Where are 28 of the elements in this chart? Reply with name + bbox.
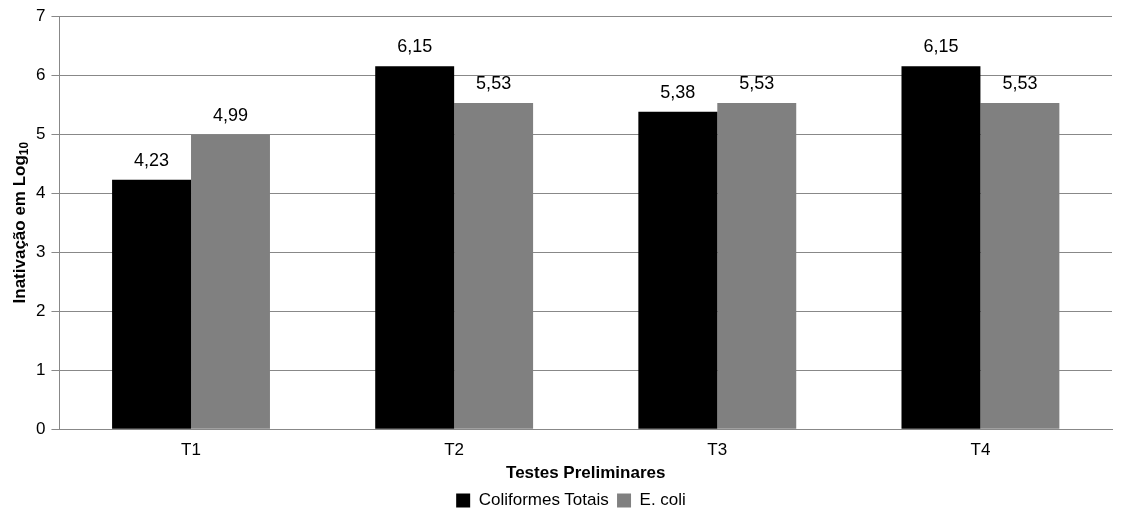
data-label: 4,23 [134, 149, 170, 170]
y-tick-label: 3 [35, 241, 46, 261]
bar [638, 111, 718, 429]
x-axis-title: Testes Preliminares [506, 463, 666, 483]
x-tick-label: T3 [707, 440, 728, 460]
bar [901, 66, 981, 429]
y-axis-title: Inativação em Log10 [9, 141, 32, 304]
data-label: 5,38 [660, 81, 696, 102]
data-label: 5,53 [739, 72, 775, 93]
y-tick-label: 2 [35, 300, 46, 320]
y-tick-label: 0 [35, 418, 46, 438]
legend-label: E. coli [639, 490, 686, 510]
data-label: 6,15 [923, 36, 959, 57]
bar [112, 179, 192, 429]
y-tick-label: 6 [35, 64, 46, 84]
y-tick-label: 7 [35, 5, 46, 25]
x-tick-label: T4 [970, 440, 991, 460]
x-tick-label: T2 [444, 440, 465, 460]
y-tick-label: 5 [35, 123, 46, 143]
x-tick-label: T1 [181, 440, 201, 460]
data-label: 4,99 [212, 104, 249, 125]
y-tick-label: 1 [35, 359, 46, 379]
data-label: 5,53 [476, 72, 512, 93]
data-label: 6,15 [397, 36, 433, 57]
legend-label: Coliformes Totais [478, 490, 609, 510]
data-label: 5,53 [1002, 72, 1038, 93]
bar [375, 66, 455, 429]
y-tick-label: 4 [35, 182, 46, 202]
